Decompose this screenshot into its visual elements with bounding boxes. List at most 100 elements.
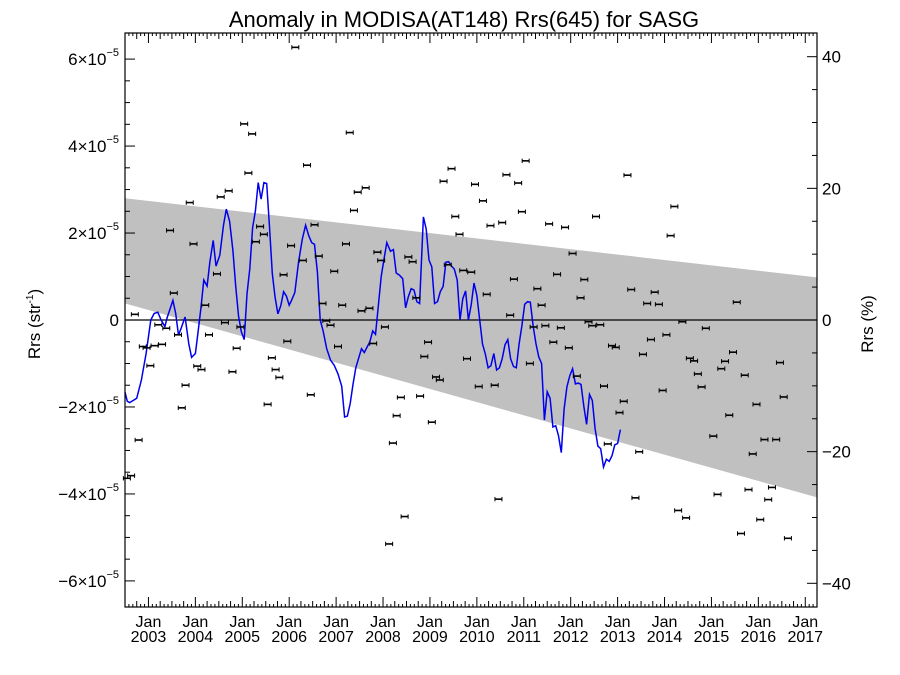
data-point bbox=[361, 185, 370, 191]
data-point bbox=[244, 170, 253, 176]
data-point bbox=[603, 441, 612, 447]
y-left-tick-label: 6×10−5 bbox=[68, 47, 119, 69]
data-point bbox=[486, 223, 495, 228]
y-axis-right-label: Rrs (%) bbox=[858, 295, 877, 353]
data-point bbox=[533, 286, 542, 291]
data-point bbox=[380, 324, 389, 330]
x-tick-year-label: 2013 bbox=[600, 629, 636, 646]
data-point bbox=[529, 324, 538, 330]
y-left-tick-label: −4×10−5 bbox=[58, 482, 119, 504]
data-point bbox=[127, 473, 136, 478]
data-point bbox=[396, 395, 405, 400]
data-point bbox=[404, 254, 413, 260]
data-point bbox=[674, 508, 683, 513]
x-tick-year-label: 2004 bbox=[178, 629, 214, 646]
data-point bbox=[467, 269, 476, 275]
data-point bbox=[685, 356, 694, 361]
data-point bbox=[416, 393, 425, 399]
data-point bbox=[596, 322, 605, 327]
data-point bbox=[240, 121, 249, 127]
data-point bbox=[623, 172, 632, 178]
data-point bbox=[678, 319, 687, 324]
y-left-tick-mantissa: −2×10 bbox=[58, 398, 106, 417]
data-point bbox=[427, 419, 436, 425]
data-point bbox=[408, 259, 417, 264]
data-point bbox=[439, 179, 448, 184]
x-tick-month-label: Jan bbox=[558, 614, 584, 631]
data-point bbox=[537, 303, 546, 308]
data-point bbox=[451, 214, 460, 219]
data-point bbox=[271, 367, 280, 372]
data-point bbox=[333, 344, 342, 349]
data-point bbox=[494, 496, 503, 502]
data-point bbox=[189, 241, 198, 247]
data-point bbox=[412, 295, 421, 301]
plot-area: 6×10−54×10−52×10−50−2×10−5−4×10−5−6×10−5… bbox=[58, 32, 851, 646]
trend-band bbox=[125, 198, 817, 498]
data-point bbox=[263, 402, 272, 407]
x-tick-month-label: Jan bbox=[511, 614, 537, 631]
x-tick-month-label: Jan bbox=[464, 614, 490, 631]
smoothed-series-line bbox=[124, 181, 622, 470]
data-point bbox=[291, 45, 300, 50]
data-point bbox=[212, 271, 221, 277]
data-point bbox=[600, 383, 609, 389]
data-point bbox=[514, 180, 523, 186]
data-point bbox=[662, 332, 671, 337]
data-point bbox=[568, 251, 577, 256]
x-tick-year-label: 2005 bbox=[224, 629, 260, 646]
data-point bbox=[204, 332, 213, 337]
data-point bbox=[572, 373, 581, 379]
y-axis-left-label: Rrs (str-1) bbox=[25, 289, 44, 359]
x-tick-year-label: 2014 bbox=[647, 629, 683, 646]
data-point bbox=[130, 312, 139, 317]
data-point bbox=[509, 276, 518, 282]
y-left-tick-mantissa: 4×10 bbox=[68, 137, 106, 156]
data-point bbox=[697, 384, 706, 390]
y-left-tick-mantissa: 6×10 bbox=[68, 50, 106, 69]
data-point bbox=[174, 332, 183, 337]
data-point bbox=[169, 290, 178, 296]
x-tick-month-label: Jan bbox=[605, 614, 631, 631]
y-left-tick-label: −6×10−5 bbox=[58, 569, 119, 591]
data-point bbox=[318, 301, 327, 306]
chart-title: Anomaly in MODISA(AT148) Rrs(645) for SA… bbox=[229, 7, 699, 32]
data-point bbox=[498, 220, 507, 225]
data-point bbox=[463, 356, 472, 361]
data-point bbox=[545, 221, 554, 227]
data-point bbox=[701, 326, 710, 331]
y-axis-left-label-sup: -1 bbox=[25, 294, 36, 303]
data-point bbox=[459, 268, 468, 273]
data-point bbox=[615, 410, 624, 415]
data-point bbox=[377, 258, 386, 263]
y-left-tick-label: 4×10−5 bbox=[68, 134, 119, 156]
data-point bbox=[717, 366, 726, 371]
data-point bbox=[549, 339, 558, 345]
data-point bbox=[146, 363, 155, 368]
data-point bbox=[666, 233, 675, 238]
data-point bbox=[322, 318, 331, 324]
data-point bbox=[298, 258, 307, 263]
data-point bbox=[654, 302, 663, 307]
data-point bbox=[627, 287, 636, 292]
y-right-tick-label: 20 bbox=[822, 179, 841, 198]
y-left-tick-exponent: −5 bbox=[106, 395, 119, 407]
data-point bbox=[326, 323, 335, 328]
data-point bbox=[556, 325, 565, 331]
data-point bbox=[658, 388, 667, 393]
data-point bbox=[638, 352, 647, 357]
data-point bbox=[740, 373, 749, 378]
data-point bbox=[482, 292, 491, 297]
data-point bbox=[517, 209, 526, 214]
data-point bbox=[303, 162, 312, 168]
y-left-tick-mantissa: 0 bbox=[110, 311, 119, 330]
data-point bbox=[166, 228, 175, 233]
x-tick-month-label: Jan bbox=[182, 614, 208, 631]
data-point bbox=[760, 437, 769, 442]
data-point bbox=[330, 269, 339, 274]
data-point bbox=[736, 531, 745, 536]
x-tick-month-label: Jan bbox=[417, 614, 443, 631]
data-point bbox=[631, 495, 640, 501]
y-left-tick-exponent: −5 bbox=[106, 569, 119, 581]
data-point bbox=[275, 375, 284, 380]
